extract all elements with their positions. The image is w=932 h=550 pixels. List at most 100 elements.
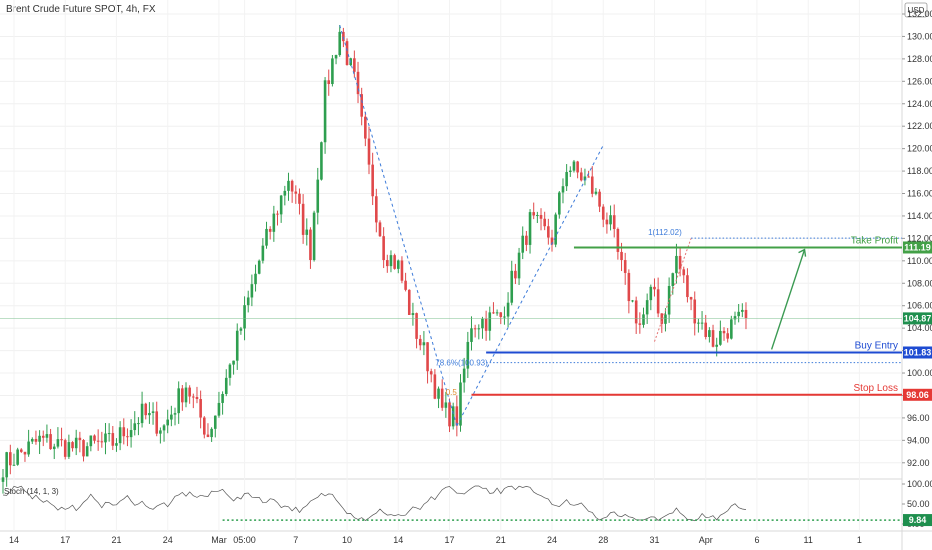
candle-body [528,212,532,245]
candle-body [16,449,19,465]
take-profit-tag [903,241,932,254]
price-axis[interactable]: 92.0094.0096.0098.00100.00102.00104.0010… [902,9,932,468]
candle-body [532,212,535,216]
candle-body [316,179,320,213]
candle-body [85,446,89,457]
candle-body [5,452,8,478]
price-tick-label: 124.00 [907,99,932,109]
last-price-tag-text: 104.87 [904,313,932,323]
candle-body [250,284,254,298]
take-profit-label: Take Profit [851,235,898,246]
candle-body [554,214,557,245]
fib-label-top: 1(112.02) [648,228,682,237]
candle-body [224,377,228,394]
candle-body [572,161,576,171]
candle-body [371,164,374,197]
candle-body [649,286,653,301]
candle-body [367,138,371,165]
candle-body [623,260,627,273]
time-tick-label: 21 [111,535,121,545]
candle-body [290,180,294,192]
time-tick-label: 05:00 [233,535,256,545]
candle-body [74,437,78,449]
candle-body [239,328,243,331]
candle-body [199,399,202,418]
candle-body [634,300,638,324]
candle-body [294,191,298,194]
candle-body [283,190,287,196]
candle-body [272,213,276,232]
stoch-tick-label: 100.00 [907,479,932,489]
price-tick-label: 110.00 [907,256,932,266]
candle-body [429,371,433,375]
candle-body [342,31,345,42]
chart-title: Brent Crude Future SPOT, 4h, FX [6,4,156,15]
candle-body [503,316,506,318]
candle-body [345,41,349,66]
candle-body [159,430,162,434]
candle-body [151,411,155,413]
last-price-tag [903,312,932,325]
candle-body [653,286,656,290]
candle-body [188,387,191,397]
stoch-level-tag-text: 9.84 [909,515,927,525]
candle-body [558,192,561,215]
price-tick-label: 116.00 [907,189,932,199]
candle-body [41,435,45,438]
candle-body [243,305,246,329]
candle-body [700,322,704,324]
candle-body [667,285,671,315]
candle-body [638,323,642,325]
candle-body [228,364,232,378]
price-tick-label: 100.00 [907,368,932,378]
candle-body [126,436,129,438]
candle-body [708,330,711,337]
candle-body [137,423,140,425]
candle-body [144,403,148,416]
candle-body [140,403,144,424]
time-axis[interactable]: 14 17 21 24 Mar 05:00 7 10 14 17 21 24 28 31 Apr 6 11 1 [9,535,862,545]
candle-body [722,330,726,334]
candle-body [415,313,418,339]
fib-trend-up [456,145,604,426]
candle-body [162,425,166,431]
candle-body [111,433,115,446]
candle-body [711,330,715,347]
time-tick-label: 14 [393,535,403,545]
candle-body [122,427,126,437]
time-tick-label: 17 [445,535,455,545]
stoch-line [2,485,747,522]
currency-badge[interactable] [904,2,928,18]
candle-body [12,464,16,466]
candle-body [521,235,525,253]
candle-body [181,388,184,403]
candle-body [598,191,601,207]
time-tick-label: 6 [754,535,759,545]
candle-body [257,260,261,274]
candle-body [631,300,634,302]
candle-body [382,236,385,261]
candle-body [466,341,470,369]
candle-body [393,255,396,269]
time-tick-label: 7 [293,535,298,545]
candle-body [312,212,316,261]
candle-body [484,318,488,331]
candle-body [276,213,279,215]
candle-body [353,58,356,72]
candle-body [730,319,733,339]
candle-body [605,219,609,225]
candle-body [246,297,250,306]
candle-body [49,434,52,450]
candle-body [741,309,744,312]
candle-body [569,170,572,173]
candle-body [455,406,459,426]
candle-body [517,252,521,279]
candle-body [30,438,34,442]
candle-body [525,235,528,245]
candle-body [689,297,693,300]
stop-loss-tag-text: 98.06 [906,390,929,400]
candle-body [213,415,217,429]
candle-body [67,442,71,457]
candle-body [536,215,539,217]
